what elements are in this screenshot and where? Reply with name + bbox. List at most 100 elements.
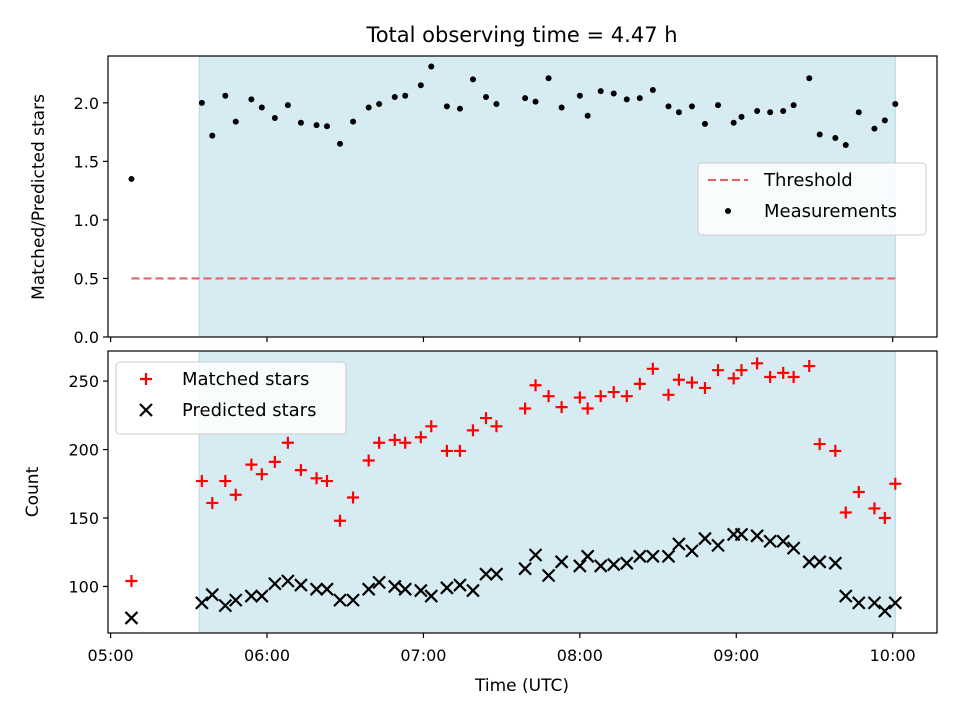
legend-label: Measurements [764, 201, 897, 222]
x-axis-label: Time (UTC) [474, 676, 569, 696]
measurement-point [198, 99, 205, 106]
y-tick-label: 250 [68, 372, 99, 391]
matched-stars-point [787, 371, 800, 384]
measurement-point [855, 109, 862, 116]
predicted-stars-point [255, 589, 269, 603]
top-y-axis-label: Matched/Predicted stars [29, 94, 49, 300]
matched-stars-point [573, 391, 586, 404]
measurement-point [871, 125, 878, 132]
measurement-point [623, 96, 630, 103]
matched-stars-point [268, 455, 281, 468]
y-tick-label: 150 [68, 509, 99, 528]
measurement-point [816, 131, 823, 138]
legend-label: Threshold [763, 170, 853, 191]
axes-frame [107, 350, 938, 634]
measurement-point [532, 98, 539, 105]
matched-stars-point [751, 357, 764, 370]
matched-stars-point [712, 364, 725, 377]
matched-stars-point [125, 574, 138, 587]
measurement-point [323, 123, 330, 130]
predicted-stars-point [294, 578, 308, 592]
matched-stars-point [735, 364, 748, 377]
measurement-point [649, 86, 656, 93]
predicted-stars-point [812, 555, 827, 569]
predicted-stars-point [518, 561, 532, 576]
measurement-point [597, 88, 604, 95]
legend-measurement-swatch [725, 208, 731, 214]
matched-stars-point [229, 488, 242, 501]
legend-matched-swatch [140, 373, 152, 385]
measurement-point [584, 112, 591, 119]
matched-stars-point [672, 373, 685, 386]
predicted-stars-point [763, 534, 777, 549]
matched-stars-point [294, 464, 307, 477]
y-tick-label: 1.5 [74, 152, 99, 171]
measurement-point [271, 115, 278, 122]
measurement-point [610, 90, 617, 97]
predicted-stars-point [479, 567, 493, 581]
predicted-stars-point [414, 583, 428, 598]
predicted-stars-point [580, 549, 595, 564]
measurement-point [222, 92, 229, 99]
measurement-point [337, 140, 344, 147]
matched-stars-point [633, 377, 646, 390]
y-tick-label: 1.0 [74, 211, 99, 230]
axes-frame [107, 55, 938, 338]
matched-stars-point [581, 402, 594, 415]
matched-stars-point [334, 514, 347, 527]
measurement-point [790, 102, 797, 109]
measurement-point [665, 103, 672, 110]
measurement-point [522, 95, 529, 102]
measurement-point [313, 122, 320, 129]
predicted-stars-point [646, 549, 660, 564]
matched-stars-point [219, 475, 232, 488]
legend-label: Matched stars [182, 369, 309, 390]
predicted-stars-point [734, 527, 749, 542]
predicted-stars-point [320, 582, 334, 596]
measurement-point [483, 93, 490, 100]
matched-stars-point [803, 360, 816, 373]
measurement-point [402, 92, 409, 99]
predicted-stars-point [466, 583, 480, 598]
predicted-stars-point [878, 604, 892, 618]
measurement-point [688, 103, 695, 110]
predicted-stars-point [361, 582, 376, 596]
measurement-point [350, 118, 357, 125]
measurement-point [730, 119, 737, 126]
matched-stars-point [662, 388, 675, 401]
predicted-stars-point [489, 567, 504, 581]
predicted-stars-point [387, 579, 402, 594]
measurement-point [365, 104, 372, 111]
measurement-point [128, 175, 135, 182]
measurement-point [297, 119, 304, 126]
matched-stars-point [206, 496, 219, 509]
matched-stars-point [425, 420, 438, 433]
predicted-stars-point [619, 556, 634, 570]
y-tick-label: 2.0 [74, 94, 99, 113]
measurement-point [842, 141, 849, 148]
predicted-stars-point [398, 582, 412, 596]
measurement-point [767, 109, 774, 116]
predicted-stars-point [244, 589, 259, 603]
matched-stars-point [607, 386, 620, 399]
matched-stars-point [453, 444, 466, 457]
y-tick-label: 0.0 [74, 328, 99, 347]
y-tick-label: 200 [68, 441, 99, 460]
measurement-point [469, 76, 476, 83]
matched-stars-point [529, 379, 542, 392]
x-tick-label: 07:00 [400, 646, 446, 665]
matched-stars-point [519, 402, 532, 415]
measurement-point [892, 101, 899, 108]
matched-stars-point [868, 502, 881, 515]
matched-stars-point [646, 362, 659, 375]
predicted-stars-point [776, 534, 790, 549]
measurement-point [806, 75, 813, 82]
legend-predicted-swatch [139, 403, 153, 417]
x-tick-label: 08:00 [557, 646, 603, 665]
matched-stars-point [310, 472, 323, 485]
predicted-stars-point [838, 589, 853, 603]
x-tick-label: 10:00 [870, 646, 916, 665]
matched-stars-point [466, 424, 479, 437]
predicted-stars-point [573, 559, 587, 573]
predicted-stars-point [633, 549, 647, 564]
